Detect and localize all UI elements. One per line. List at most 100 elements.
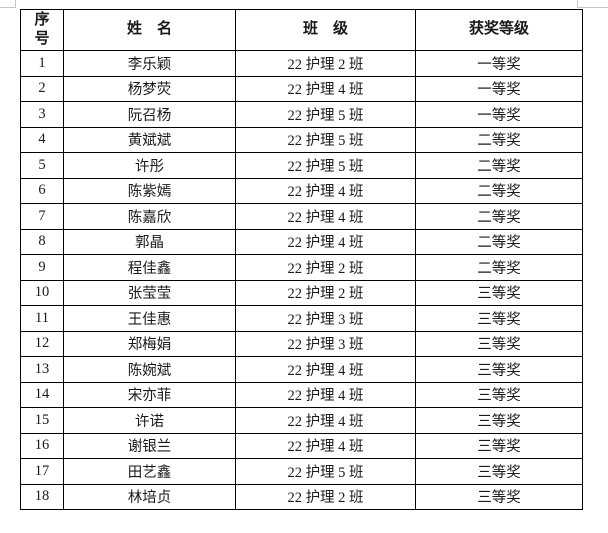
cell-award: 三等奖 [415, 407, 583, 434]
cell-award: 三等奖 [415, 483, 583, 510]
cell-name: 谢银兰 [63, 432, 236, 459]
award-table: 序 号 姓 名 班 级 获奖等级 1 李乐颖 22 护理 2 班一等奖 2 杨梦荧 22 … [20, 9, 583, 510]
cell-award: 三等奖 [415, 356, 583, 383]
table-row: 13 陈婉斌 22 护理 4 班三等奖 [20, 356, 583, 383]
cell-name: 许诺 [63, 407, 236, 434]
cell-no: 3 [20, 101, 64, 128]
cell-award: 二等奖 [415, 228, 583, 255]
table-row: 5 许彤 22 护理 5 班二等奖 [20, 152, 583, 179]
table-row: 14 宋亦菲 22 护理 4 班三等奖 [20, 381, 583, 408]
cell-class: 22 护理 3 班 [235, 305, 416, 332]
cell-award: 三等奖 [415, 381, 583, 408]
page-corner-mark-top-right-vertical [577, 0, 578, 8]
cell-no: 11 [20, 305, 64, 332]
cell-no: 7 [20, 203, 64, 230]
table-row: 3 阮召杨 22 护理 5 班一等奖 [20, 101, 583, 128]
cell-name: 陈嘉欣 [63, 203, 236, 230]
cell-no: 4 [20, 126, 64, 153]
cell-name: 宋亦菲 [63, 381, 236, 408]
header-award-level: 获奖等级 [415, 9, 583, 51]
cell-award: 三等奖 [415, 305, 583, 332]
cell-award: 三等奖 [415, 432, 583, 459]
cell-class: 22 护理 5 班 [235, 458, 416, 485]
cell-class: 22 护理 5 班 [235, 126, 416, 153]
table-row: 15 许诺 22 护理 4 班三等奖 [20, 407, 583, 434]
table-row: 2 杨梦荧 22 护理 4 班一等奖 [20, 75, 583, 102]
table-row: 8 郭晶 22 护理 4 班二等奖 [20, 228, 583, 255]
page-corner-mark-top-left-vertical [15, 0, 16, 8]
cell-name: 陈婉斌 [63, 356, 236, 383]
cell-class: 22 护理 4 班 [235, 381, 416, 408]
cell-class: 22 护理 4 班 [235, 75, 416, 102]
cell-class: 22 护理 4 班 [235, 356, 416, 383]
cell-award: 三等奖 [415, 458, 583, 485]
cell-award: 二等奖 [415, 152, 583, 179]
table-row: 11 王佳惠 22 护理 3 班三等奖 [20, 305, 583, 332]
cell-class: 22 护理 4 班 [235, 203, 416, 230]
table-row: 6 陈紫嫣 22 护理 4 班二等奖 [20, 177, 583, 204]
header-name: 姓 名 [63, 9, 236, 51]
table-header: 序 号 姓 名 班 级 获奖等级 [20, 9, 583, 51]
cell-award: 一等奖 [415, 50, 583, 77]
table-row: 18 林培贞 22 护理 2 班三等奖 [20, 483, 583, 510]
cell-class: 22 护理 3 班 [235, 330, 416, 357]
cell-name: 田艺鑫 [63, 458, 236, 485]
cell-no: 17 [20, 458, 64, 485]
cell-class: 22 护理 2 班 [235, 254, 416, 281]
cell-name: 许彤 [63, 152, 236, 179]
cell-award: 一等奖 [415, 75, 583, 102]
cell-name: 程佳鑫 [63, 254, 236, 281]
header-index: 序 号 [20, 9, 64, 51]
cell-class: 22 护理 4 班 [235, 177, 416, 204]
cell-name: 王佳惠 [63, 305, 236, 332]
header-class: 班 级 [235, 9, 416, 51]
cell-class: 22 护理 4 班 [235, 228, 416, 255]
page-corner-mark-top-right-horizontal [577, 7, 608, 8]
cell-class: 22 护理 2 班 [235, 50, 416, 77]
cell-no: 13 [20, 356, 64, 383]
table-row: 17 田艺鑫 22 护理 5 班三等奖 [20, 458, 583, 485]
cell-name: 郭晶 [63, 228, 236, 255]
cell-no: 9 [20, 254, 64, 281]
cell-class: 22 护理 4 班 [235, 432, 416, 459]
table-row: 7 陈嘉欣 22 护理 4 班二等奖 [20, 203, 583, 230]
header-row: 序 号 姓 名 班 级 获奖等级 [20, 9, 583, 51]
page-corner-mark-top-left-horizontal [0, 7, 15, 8]
table-row: 4 黄斌斌 22 护理 5 班二等奖 [20, 126, 583, 153]
cell-name: 阮召杨 [63, 101, 236, 128]
cell-no: 14 [20, 381, 64, 408]
cell-no: 15 [20, 407, 64, 434]
table-row: 16 谢银兰 22 护理 4 班三等奖 [20, 432, 583, 459]
cell-class: 22 护理 2 班 [235, 483, 416, 510]
cell-no: 18 [20, 483, 64, 510]
cell-award: 二等奖 [415, 177, 583, 204]
cell-no: 5 [20, 152, 64, 179]
cell-award: 三等奖 [415, 279, 583, 306]
table-row: 10 张莹莹 22 护理 2 班三等奖 [20, 279, 583, 306]
cell-award: 一等奖 [415, 101, 583, 128]
cell-class: 22 护理 5 班 [235, 101, 416, 128]
cell-no: 8 [20, 228, 64, 255]
cell-no: 10 [20, 279, 64, 306]
cell-class: 22 护理 5 班 [235, 152, 416, 179]
cell-award: 二等奖 [415, 126, 583, 153]
cell-name: 黄斌斌 [63, 126, 236, 153]
cell-no: 16 [20, 432, 64, 459]
cell-no: 2 [20, 75, 64, 102]
cell-award: 二等奖 [415, 254, 583, 281]
cell-award: 三等奖 [415, 330, 583, 357]
cell-no: 12 [20, 330, 64, 357]
table-row: 1 李乐颖 22 护理 2 班一等奖 [20, 50, 583, 77]
cell-no: 6 [20, 177, 64, 204]
cell-name: 李乐颖 [63, 50, 236, 77]
table-row: 9 程佳鑫 22 护理 2 班二等奖 [20, 254, 583, 281]
cell-class: 22 护理 2 班 [235, 279, 416, 306]
table-body: 1 李乐颖 22 护理 2 班一等奖 2 杨梦荧 22 护理 4 班一等奖 3 阮召杨 22 护… [20, 50, 583, 510]
cell-name: 林培贞 [63, 483, 236, 510]
cell-class: 22 护理 4 班 [235, 407, 416, 434]
cell-name: 陈紫嫣 [63, 177, 236, 204]
cell-no: 1 [20, 50, 64, 77]
table-row: 12 郑梅娟 22 护理 3 班三等奖 [20, 330, 583, 357]
cell-name: 张莹莹 [63, 279, 236, 306]
cell-name: 郑梅娟 [63, 330, 236, 357]
